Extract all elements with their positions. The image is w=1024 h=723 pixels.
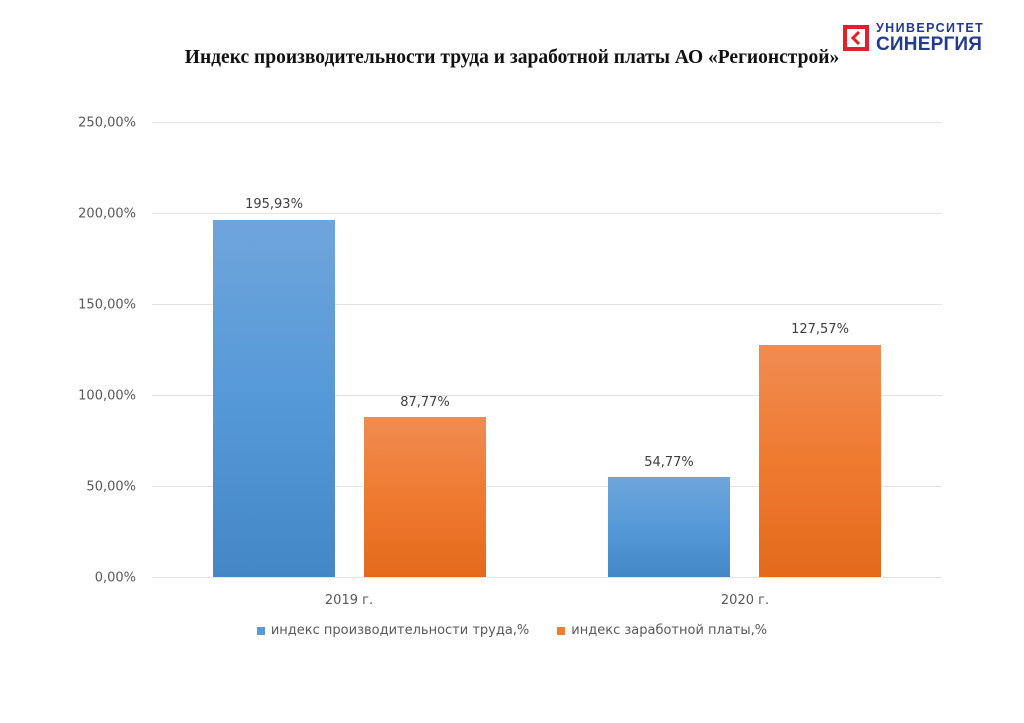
data-label: 54,77% [644, 455, 694, 470]
chevron-left-icon [850, 31, 861, 45]
y-tick-label: 100,00% [78, 388, 136, 404]
logo-line2: СИНЕРГИЯ [876, 33, 983, 55]
logo-mark-icon [843, 25, 869, 51]
legend-label: индекс заработной платы,% [571, 623, 768, 638]
gridline-150 [152, 304, 942, 305]
bar-wages-2019 [364, 417, 486, 577]
logo-line1: УНИВЕРСИТЕТ [876, 21, 985, 36]
y-tick-label: 50,00% [86, 479, 136, 495]
y-tick-label: 0,00% [94, 570, 136, 586]
university-logo: УНИВЕРСИТЕТ СИНЕРГИЯ [843, 22, 984, 54]
gridline-0 [152, 577, 942, 578]
x-tick-label: 2019 г. [324, 593, 374, 608]
legend-swatch-blue-icon [256, 626, 265, 635]
bar-productivity-2019 [213, 220, 335, 577]
legend-swatch-orange-icon [557, 626, 566, 635]
gridline-250 [152, 122, 942, 123]
data-label: 127,57% [791, 322, 849, 337]
bar-wages-2020 [759, 345, 881, 577]
gridline-50 [152, 486, 942, 487]
chart-legend: индекс производительности труда,% индекс… [0, 623, 1024, 638]
gridline-200 [152, 213, 942, 214]
legend-item-productivity: индекс производительности труда,% [256, 623, 530, 638]
data-label: 87,77% [400, 395, 450, 410]
legend-label: индекс производительности труда,% [270, 623, 530, 638]
y-tick-label: 250,00% [78, 115, 136, 131]
chart-title: Индекс производительности труда и зарабо… [184, 47, 840, 68]
legend-item-wages: индекс заработной платы,% [557, 623, 767, 638]
gridline-100 [152, 395, 942, 396]
y-tick-label: 150,00% [78, 297, 136, 313]
data-label: 195,93% [245, 197, 303, 212]
bar-productivity-2020 [608, 477, 730, 577]
y-tick-label: 200,00% [78, 206, 136, 222]
x-tick-label: 2020 г. [720, 593, 770, 608]
